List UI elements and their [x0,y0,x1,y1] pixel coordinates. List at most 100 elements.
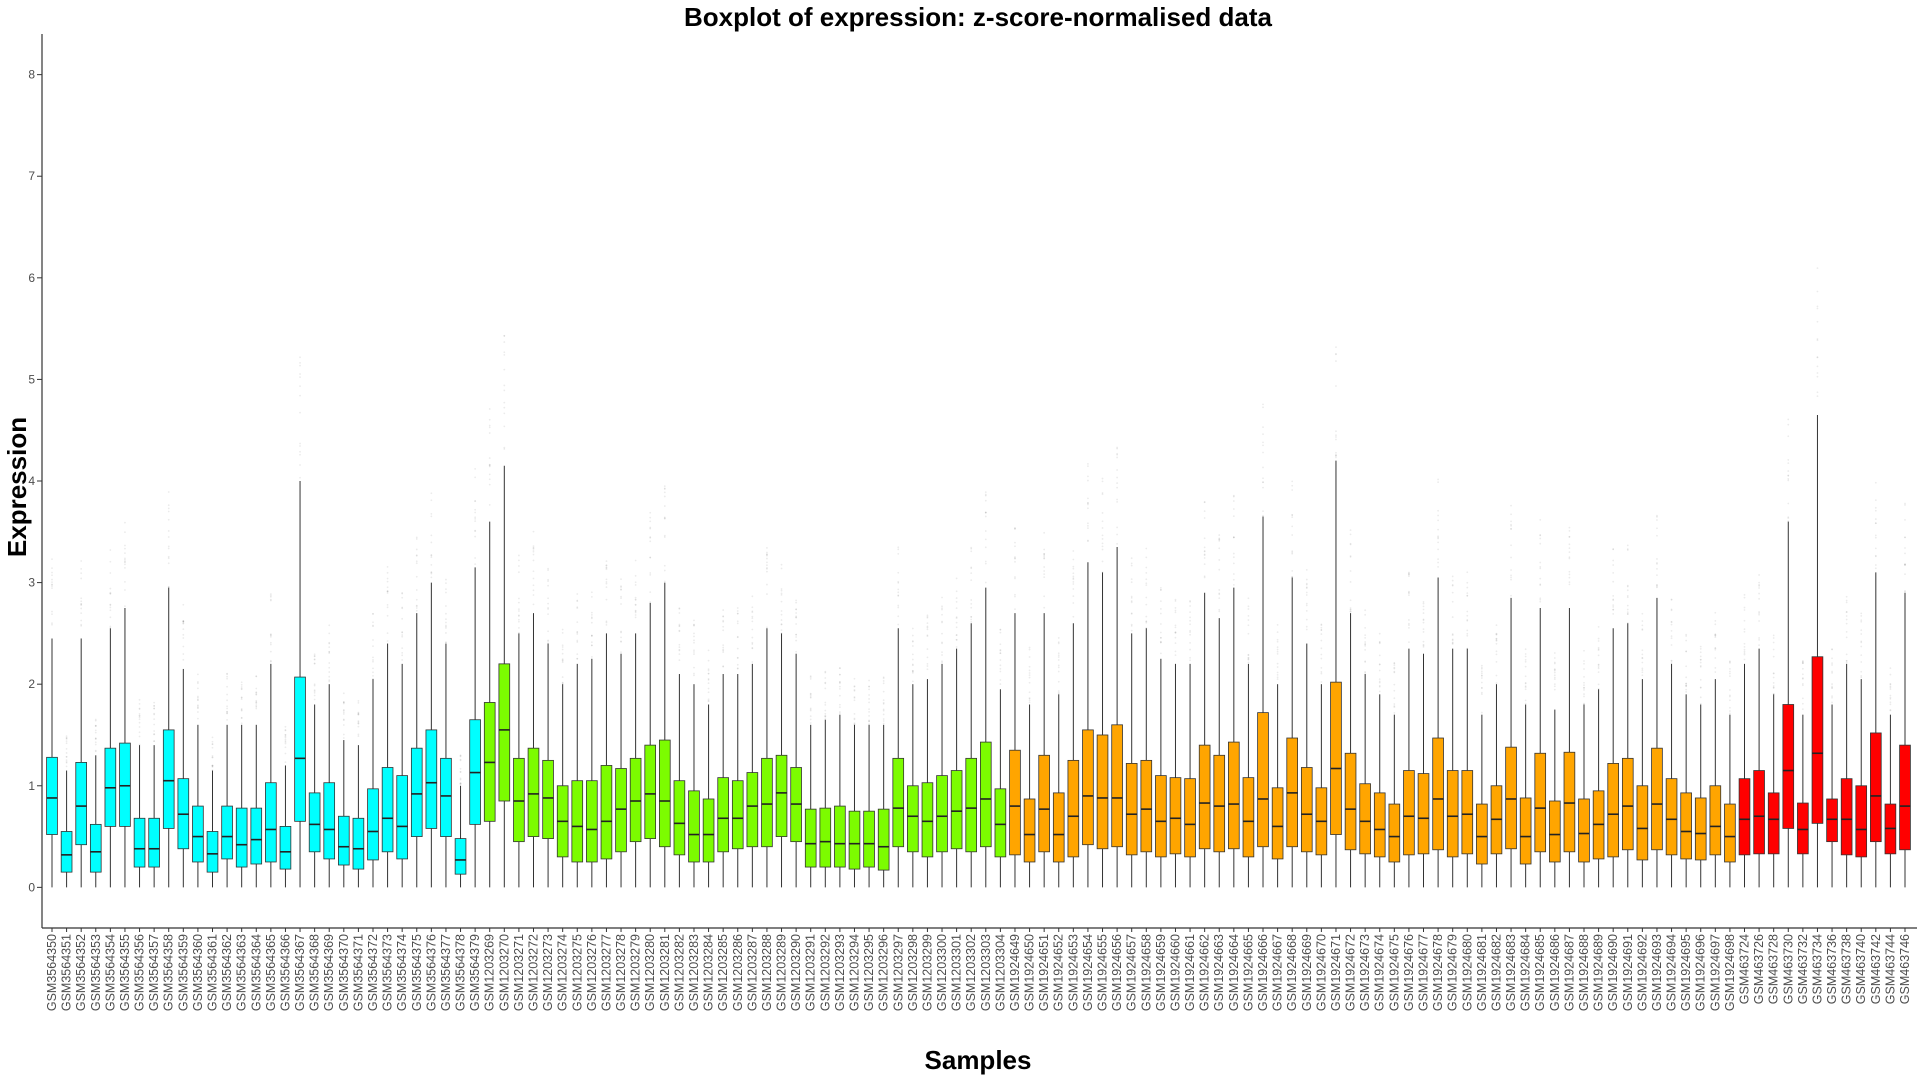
outlier-point [649,573,652,576]
outlier-point [240,686,243,688]
outlier-point [1145,615,1148,618]
outlier-point [1218,547,1221,550]
x-tick-label: GSM1924670 [1314,934,1328,1011]
outlier-point [824,703,827,706]
outlier-point [1510,528,1512,530]
outlier-point [663,569,666,572]
outlier-point [1262,441,1264,444]
outlier-point [211,765,214,767]
outlier-point [1437,519,1440,522]
outlier-point [678,629,681,632]
outlier-point [1874,499,1877,502]
outlier-point [269,643,272,646]
outlier-point [999,649,1002,651]
outlier-point [663,536,666,538]
outlier-point [722,646,725,649]
outlier-point [1816,375,1819,378]
outlier-point [65,752,68,754]
outlier-point [1480,711,1483,714]
outlier-point [1553,671,1556,674]
outlier-point [1101,545,1104,548]
outlier-point [1159,623,1162,625]
outlier-point [1203,575,1206,578]
outlier-point [1670,629,1673,632]
outlier-point [94,741,97,744]
outlier-point [722,648,725,651]
outlier-point [1247,614,1250,617]
outlier-point [1845,615,1848,617]
outlier-point [1247,624,1250,627]
outlier-point [955,626,958,629]
outlier-point [328,679,331,682]
outlier-point [1495,633,1498,636]
outlier-point [911,653,914,656]
outlier-point [1028,665,1031,668]
outlier-point [503,406,506,409]
outlier-point [226,675,228,678]
outlier-point [605,623,608,626]
outlier-point [182,637,185,639]
outlier-point [65,760,68,763]
box [892,757,905,848]
outlier-point [1057,652,1060,655]
outlier-point [561,659,564,661]
outlier-point [1422,628,1425,630]
outlier-point [1116,469,1119,471]
outlier-point [459,767,462,770]
outlier-point [1291,514,1294,516]
outlier-point [1670,598,1673,601]
outlier-point [1189,631,1191,634]
outlier-point [313,684,316,687]
outlier-point [868,701,870,704]
outlier-point [313,658,316,661]
outlier-point [1145,603,1148,606]
outlier-point [532,589,535,592]
outlier-point [65,738,68,740]
outlier-point [1714,633,1717,636]
outlier-point [226,677,228,680]
outlier-point [401,592,404,595]
outlier-point [590,644,593,647]
outlier-point [445,591,447,594]
outlier-point [1874,509,1877,512]
outlier-point [1130,596,1133,599]
outlier-point [868,720,870,723]
outlier-point [1641,624,1644,627]
outlier-point [838,682,841,685]
x-tick-label: GSM1203280 [643,934,657,1011]
outlier-point [1583,684,1585,687]
outlier-point [255,701,258,704]
outlier-point [795,615,798,618]
outlier-point [1364,626,1367,629]
outlier-point [1772,692,1775,695]
outlier-point [926,615,929,618]
outlier-point [722,619,725,622]
outlier-point [1087,475,1089,478]
outlier-point [255,675,258,678]
outlier-point [984,493,987,496]
outlier-point [1072,595,1075,598]
outlier-point [576,606,579,609]
outlier-point [51,583,53,586]
outlier-point [970,579,973,582]
outlier-point [240,687,243,690]
outlier-point [1904,504,1906,506]
outlier-point [634,616,637,619]
outlier-point [124,589,126,591]
outlier-point [1583,687,1585,689]
box [1067,759,1080,858]
outlier-point [1772,686,1775,689]
outlier-point [1568,535,1571,538]
outlier-point [561,676,564,678]
outlier-point [1072,578,1075,581]
outlier-point [328,651,331,653]
outlier-point [255,691,258,694]
box [527,747,540,837]
outlier-point [1758,613,1760,616]
outlier-point [576,621,579,624]
outlier-point [1203,554,1206,557]
box [1446,770,1459,858]
outlier-point [999,652,1002,655]
outlier-point [109,592,112,595]
outlier-point [1466,629,1469,632]
